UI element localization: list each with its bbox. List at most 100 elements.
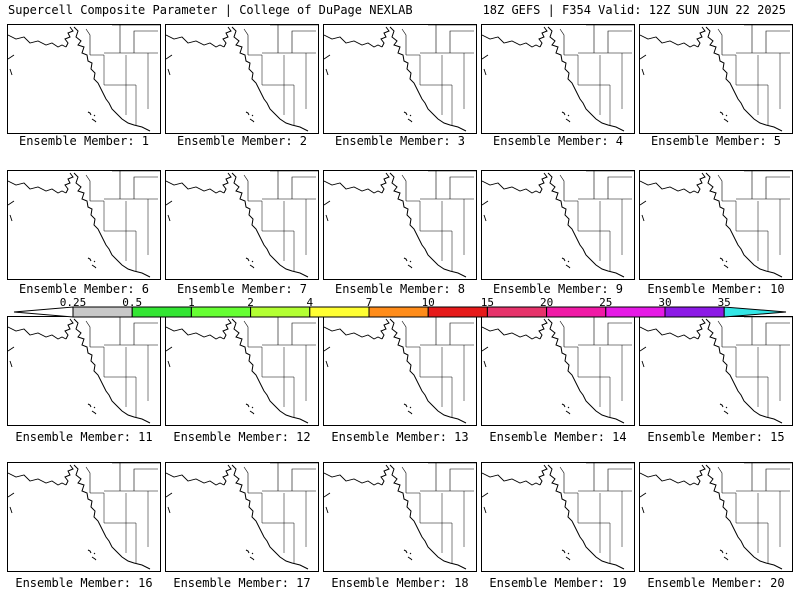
state-borders — [735, 199, 781, 271]
member-caption: Ensemble Member: 11 — [15, 430, 153, 444]
coastline — [222, 26, 309, 132]
hawaii-islands — [245, 111, 255, 123]
member-map — [8, 25, 160, 132]
coastline — [696, 318, 783, 424]
alaska-coastline — [166, 326, 225, 368]
colorbar-tick-label: 1 — [188, 296, 195, 309]
state-borders — [103, 199, 149, 271]
alaska-coastline — [640, 326, 699, 368]
member-caption: Ensemble Member: 8 — [334, 282, 466, 296]
member-map — [482, 463, 634, 570]
alaska-coastline — [8, 34, 67, 76]
member-map — [324, 25, 476, 132]
state-borders — [103, 53, 149, 125]
member-map — [324, 463, 476, 570]
coastline — [538, 172, 625, 278]
alaska-coastline — [482, 34, 541, 76]
hawaii-islands — [719, 403, 729, 415]
colorbar-tick-label: 7 — [365, 296, 373, 309]
coastline — [538, 318, 625, 424]
member-map-panel — [481, 170, 635, 280]
state-borders — [261, 491, 307, 563]
coastline — [64, 318, 151, 424]
hawaii-islands — [561, 111, 571, 123]
colorbar-tick-label: 10 — [421, 296, 435, 309]
alaska-coastline — [166, 34, 225, 76]
political-borders — [559, 171, 634, 202]
member-map-panel — [7, 24, 161, 134]
member-caption: Ensemble Member: 5 — [650, 134, 782, 148]
hawaii-islands — [403, 403, 413, 415]
coastline — [696, 172, 783, 278]
colorbar-tick-label: 30 — [658, 296, 672, 309]
member-map — [324, 171, 476, 278]
state-borders — [577, 199, 623, 271]
colorbar-tick-label: 35 — [717, 296, 731, 309]
hawaii-islands — [245, 549, 255, 561]
coastline — [538, 464, 625, 570]
political-borders — [243, 25, 318, 56]
member-map-panel — [165, 462, 319, 572]
colorbar-tick-label: 0.25 — [59, 296, 87, 309]
member-map-panel — [7, 170, 161, 280]
member-map-panel — [7, 316, 161, 426]
state-borders — [735, 345, 781, 417]
coastline — [696, 464, 783, 570]
political-borders — [559, 317, 634, 348]
alaska-coastline — [324, 180, 383, 222]
member-map-panel — [481, 24, 635, 134]
state-borders — [419, 199, 465, 271]
coastline — [222, 318, 309, 424]
member-map-panel — [323, 24, 477, 134]
member-map-panel — [323, 170, 477, 280]
alaska-coastline — [482, 472, 541, 514]
hawaii-islands — [87, 549, 97, 561]
member-map — [640, 171, 792, 278]
political-borders — [243, 317, 318, 348]
coastline — [380, 172, 467, 278]
member-caption: Ensemble Member: 3 — [334, 134, 466, 148]
member-map — [640, 317, 792, 424]
member-map-panel — [165, 24, 319, 134]
member-caption: Ensemble Member: 15 — [647, 430, 785, 444]
state-borders — [419, 491, 465, 563]
member-map-panel — [323, 316, 477, 426]
coastline — [696, 26, 783, 132]
hawaii-islands — [719, 257, 729, 269]
member-map — [166, 171, 318, 278]
political-borders — [85, 25, 160, 56]
alaska-coastline — [640, 34, 699, 76]
member-map-panel — [7, 462, 161, 572]
colorbar-tick-label: 4 — [306, 296, 314, 309]
member-map-panel — [639, 462, 793, 572]
political-borders — [717, 25, 792, 56]
member-caption: Ensemble Member: 13 — [331, 430, 469, 444]
member-caption: Ensemble Member: 14 — [489, 430, 627, 444]
state-borders — [261, 199, 307, 271]
state-borders — [577, 491, 623, 563]
alaska-coastline — [640, 472, 699, 514]
coastline — [64, 26, 151, 132]
colorbar-tick-label: 20 — [539, 296, 554, 309]
alaska-coastline — [324, 472, 383, 514]
valid-time: 18Z GEFS | F354 Valid: 12Z SUN JUN 22 20… — [482, 3, 786, 17]
member-caption: Ensemble Member: 6 — [18, 282, 150, 296]
political-borders — [401, 171, 476, 202]
member-map-panel — [323, 462, 477, 572]
political-borders — [85, 317, 160, 348]
state-borders — [419, 345, 465, 417]
state-borders — [577, 53, 623, 125]
hawaii-islands — [87, 111, 97, 123]
colorbar-tick-label: 15 — [480, 296, 495, 309]
member-caption: Ensemble Member: 1 — [18, 134, 150, 148]
hawaii-islands — [403, 549, 413, 561]
political-borders — [717, 463, 792, 494]
member-caption: Ensemble Member: 17 — [173, 576, 311, 590]
political-borders — [401, 317, 476, 348]
member-map — [166, 317, 318, 424]
coastline — [380, 318, 467, 424]
political-borders — [559, 463, 634, 494]
political-borders — [85, 463, 160, 494]
coastline — [64, 464, 151, 570]
state-borders — [103, 345, 149, 417]
